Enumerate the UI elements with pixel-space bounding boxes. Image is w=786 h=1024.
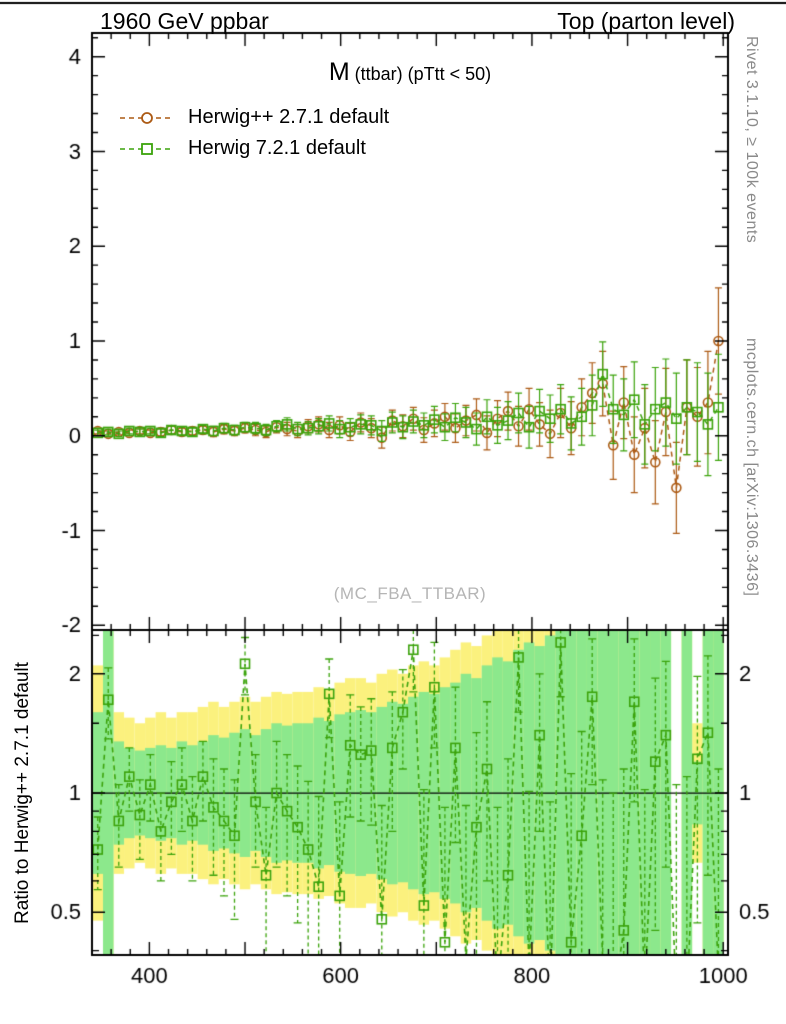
plot-canvas (0, 0, 786, 1024)
